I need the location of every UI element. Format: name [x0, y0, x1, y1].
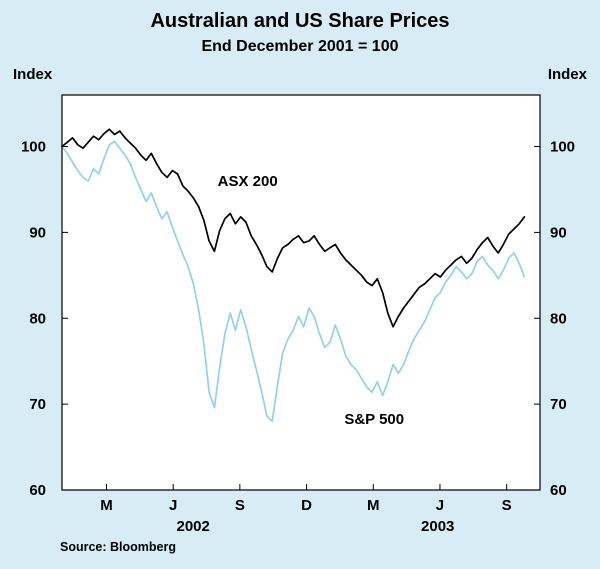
year-label: 2002 — [176, 518, 209, 535]
y-tick-label-left: 100 — [21, 139, 46, 156]
x-tick-label: J — [436, 497, 444, 514]
y-tick-label-right: 100 — [550, 139, 575, 156]
x-tick-label: M — [367, 497, 380, 514]
asx200-line — [61, 128, 526, 328]
y-tick-label-right: 80 — [550, 310, 567, 327]
x-tick-label: D — [301, 497, 312, 514]
x-tick-label: J — [169, 497, 177, 514]
y-tick-label-right: 70 — [550, 396, 567, 413]
plot-background — [62, 95, 540, 490]
chart-subtitle: End December 2001 = 100 — [201, 38, 399, 55]
year-label: 2003 — [421, 518, 454, 535]
y-tick-label-left: 90 — [29, 224, 46, 241]
x-tick-label: M — [100, 497, 113, 514]
y-axis-label-right: Index — [547, 66, 587, 83]
y-axis-label-left: Index — [13, 66, 53, 83]
y-tick-label-left: 70 — [29, 396, 46, 413]
y-tick-label-left: 80 — [29, 310, 46, 327]
y-tick-label-right: 90 — [550, 224, 567, 241]
x-tick-label: S — [235, 497, 245, 514]
series-annotation: ASX 200 — [218, 173, 278, 190]
chart-title: Australian and US Share Prices — [150, 10, 450, 32]
y-tick-label-left: 60 — [29, 482, 46, 499]
source-note: Source: Bloomberg — [60, 540, 176, 554]
plot-frame — [61, 94, 541, 491]
series-annotation: S&P 500 — [344, 411, 404, 428]
sp500-line — [61, 140, 526, 423]
y-tick-label-right: 60 — [550, 482, 567, 499]
x-tick-label: S — [502, 497, 512, 514]
